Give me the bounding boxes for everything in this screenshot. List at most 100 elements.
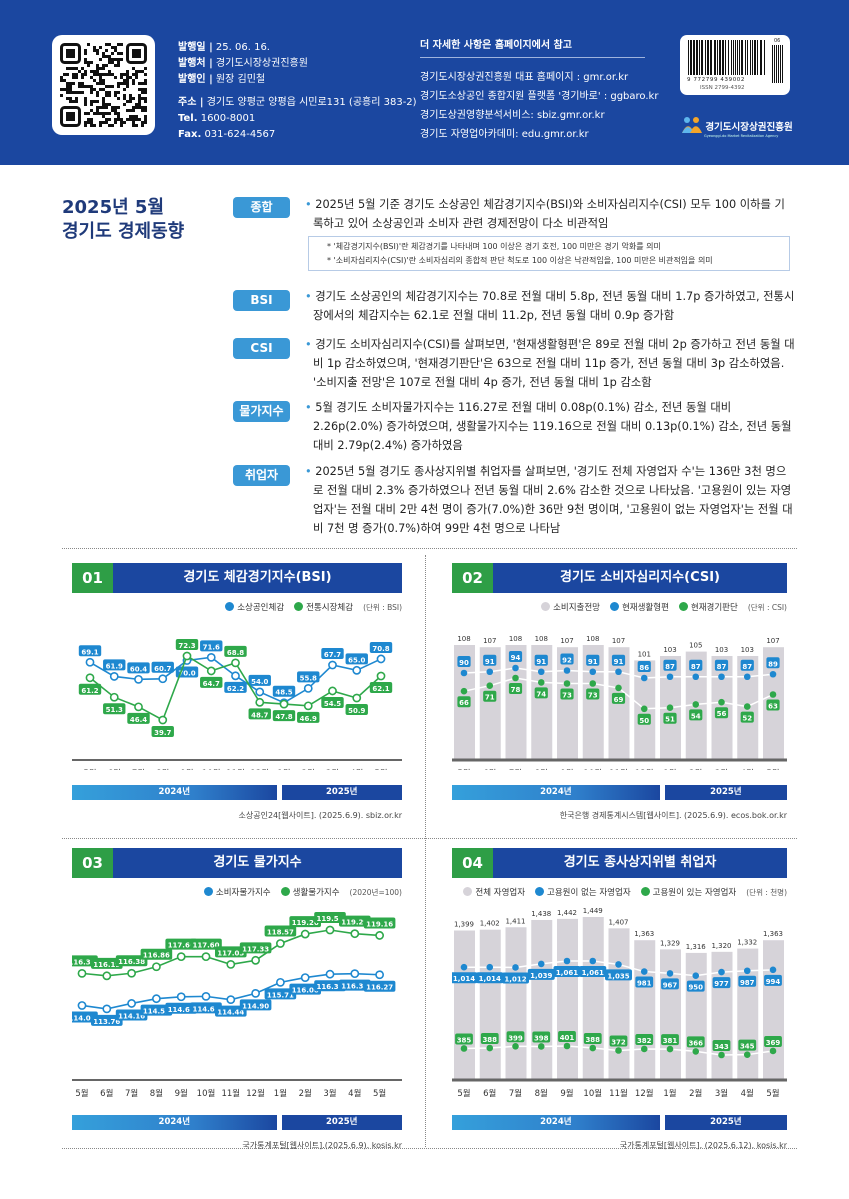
bar-value-label: 101 — [638, 650, 651, 658]
chart-number: 03 — [72, 848, 113, 878]
link-sbiz[interactable]: 경기도상권영향분석서비스: sbiz.gmr.or.kr — [420, 110, 605, 121]
data-label-bg — [740, 659, 754, 671]
qr-module — [90, 100, 93, 103]
data-point — [127, 968, 136, 978]
legend-label: 현재경기판단 — [690, 603, 738, 613]
chart-plot: 108 107 108 108 107 108 107 101 103 105 103 103 107 9… — [452, 635, 787, 770]
data-label: 372 — [611, 1038, 626, 1046]
legend-item: 소비지출전망 — [541, 601, 600, 613]
data-label: 117.33 — [242, 945, 269, 953]
month-tick-label: 5월 — [373, 1088, 386, 1099]
link-academy[interactable]: 경기도 자영업아카데미: edu.gmr.or.kr — [420, 129, 589, 140]
qr-module — [66, 82, 69, 85]
month-tick-label: 4월 — [348, 1088, 361, 1099]
chart-legend: 소상공인체감 전통시장체감 (단위 : BSI) — [72, 601, 402, 613]
qr-module — [141, 70, 144, 73]
link-homepage[interactable]: 경기도시장상권진흥원 대표 홈페이지 : gmr.or.kr — [420, 72, 629, 83]
issuer: 원장 김민철 — [215, 74, 266, 85]
data-label-bg — [689, 709, 703, 721]
tag-price: 물가지수 — [233, 401, 290, 422]
data-point — [615, 684, 622, 692]
barcode-bar — [750, 40, 751, 75]
qr-module — [129, 118, 132, 121]
qr-module — [60, 79, 63, 82]
data-label: 63 — [768, 703, 778, 711]
data-point — [769, 670, 777, 678]
data-point — [563, 1042, 571, 1050]
note-bsi: * '체감경기지수(BSI)'란 체감경기를 나타내며 100 이상은 경기 호… — [327, 242, 661, 251]
barcode-bar — [735, 40, 736, 75]
note-csi: * '소비자심리지수(CSI)'란 소비자심리의 종합적 판단 척도로 100 … — [327, 256, 713, 265]
data-label: 366 — [688, 1039, 703, 1047]
qr-module — [78, 91, 81, 94]
qr-module — [87, 61, 90, 64]
barcode-bar — [693, 40, 695, 75]
data-label: 116.35 — [341, 983, 368, 991]
data-label: 74 — [536, 690, 546, 698]
qr-module — [90, 109, 93, 112]
data-label: 1,061 — [556, 969, 578, 977]
data-label: 114.51 — [143, 1008, 170, 1016]
data-label-bg — [560, 688, 574, 700]
data-label: 116.27 — [366, 984, 393, 992]
qr-module — [84, 112, 87, 115]
data-point — [589, 680, 597, 687]
data-point — [640, 705, 648, 713]
price-text: • 5월 경기도 소비자물가지수는 116.27로 전월 대비 0.08p(0.… — [305, 401, 792, 452]
qr-module — [126, 109, 129, 112]
barcode-bar — [714, 40, 716, 75]
bar — [505, 927, 527, 1080]
link-list: 경기도시장상권진흥원 대표 홈페이지 : gmr.or.kr 경기도소상공인 종… — [420, 68, 658, 144]
month-tick-label: 1월 — [274, 1088, 287, 1099]
qr-module — [132, 82, 135, 85]
qr-module — [135, 115, 138, 118]
data-label-bg — [239, 999, 272, 1011]
data-label: 70.8 — [372, 645, 389, 653]
qr-module — [111, 73, 114, 76]
data-label: 987 — [740, 979, 755, 987]
chart-title: 경기도 체감경기지수(BSI) — [183, 570, 332, 585]
qr-module — [84, 121, 87, 124]
qr-module — [96, 100, 99, 103]
data-point — [376, 671, 386, 681]
month-tick-label: 10월 — [202, 768, 221, 770]
data-point — [127, 999, 136, 1008]
qr-module — [108, 55, 111, 58]
year-bar-2024: 2024년 — [452, 1115, 660, 1130]
data-point — [134, 702, 143, 712]
barcode-bar — [780, 45, 781, 83]
data-point — [85, 657, 95, 667]
qr-module — [108, 61, 111, 64]
data-label-bg — [611, 654, 626, 666]
data-label-bg — [115, 955, 148, 967]
qr-module — [132, 97, 135, 100]
link-ggbaro[interactable]: 경기도소상공인 종합지원 플랫폼 '경기바로' : ggbaro.kr — [420, 91, 659, 102]
bar-value-label: 1,329 — [660, 939, 680, 947]
data-label-bg — [579, 966, 607, 977]
data-point — [275, 977, 285, 987]
qr-module — [129, 76, 132, 79]
bar-value-label: 1,363 — [634, 930, 654, 938]
bar-value-label: 103 — [741, 646, 754, 654]
qr-module — [120, 43, 123, 46]
barcode-bar — [747, 40, 748, 75]
month-tick-label: 10월 — [583, 1088, 602, 1099]
data-point — [769, 1047, 777, 1055]
data-point — [692, 972, 700, 979]
bar — [531, 919, 553, 1080]
qr-module — [120, 118, 123, 121]
bar — [582, 645, 604, 760]
legend-swatch — [280, 887, 290, 896]
legend-item: 생활물가지수 — [280, 886, 340, 898]
data-label-bg — [190, 938, 222, 950]
qr-code[interactable] — [52, 35, 155, 135]
qr-finder-center — [66, 112, 75, 121]
qr-module — [114, 91, 117, 94]
data-label: 343 — [714, 1043, 729, 1051]
data-label-bg — [200, 676, 223, 688]
data-label-bg — [609, 1035, 628, 1047]
qr-module — [144, 97, 147, 100]
qr-module — [78, 70, 81, 73]
bar — [454, 930, 475, 1080]
qr-module — [135, 70, 138, 73]
